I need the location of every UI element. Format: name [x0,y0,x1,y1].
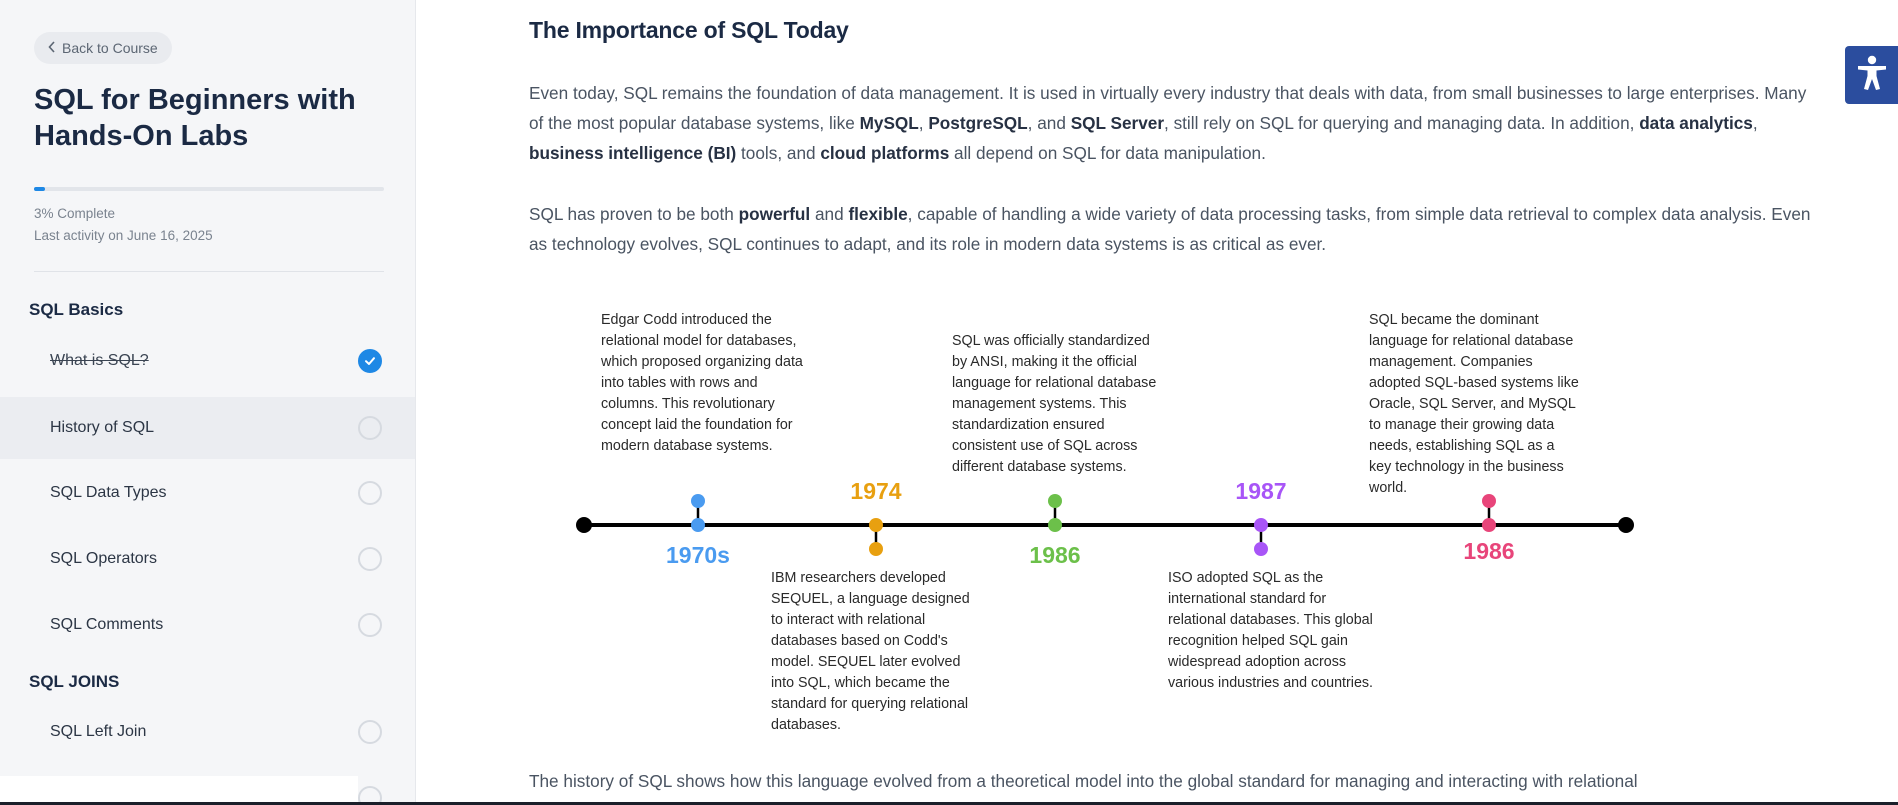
bold-term: SQL Server [1070,113,1165,133]
lesson-incomplete-circle-icon [358,786,382,805]
paragraph-importance: Even today, SQL remains the foundation o… [529,78,1825,168]
last-activity-text: Last activity on June 16, 2025 [34,228,213,243]
text-run: all depend on SQL for data manipulation. [949,143,1266,163]
text-run: , still rely on SQL for querying and man… [1164,113,1640,133]
lesson-history-of-sql[interactable]: History of SQL [0,397,415,459]
lesson-label: SQL Data Types [50,484,167,501]
lesson-label: History of SQL [50,419,155,436]
text-run: , [1752,113,1758,133]
bold-term: MySQL [859,113,919,133]
bold-term: PostgreSQL [928,113,1028,133]
lesson-incomplete-circle-icon [358,613,382,637]
paragraph-powerful-flexible: SQL has proven to be both powerful and f… [529,199,1825,259]
back-to-course-button[interactable]: Back to Course [34,32,172,64]
text-run: , [918,113,929,133]
text-run: and [810,204,849,224]
course-progress-fill [34,187,45,191]
lesson-incomplete-circle-icon [358,481,382,505]
lesson-sql-left-join[interactable]: SQL Left Join [0,701,415,763]
lesson-label: SQL Left Join [50,723,147,740]
course-progress-bar [34,187,384,191]
paragraph-history-summary: The history of SQL shows how this langua… [529,771,1638,791]
section-title-sql-basics: SQL Basics [29,300,124,319]
lesson-label: SQL Operators [50,550,158,567]
bold-term: flexible [848,204,908,224]
text-run: SQL has proven to be both [529,204,739,224]
bold-term: cloud platforms [820,143,950,163]
lesson-complete-check-icon [358,349,382,373]
accessibility-button[interactable] [1845,46,1898,104]
bold-term: business intelligence (BI) [529,143,737,163]
lesson-sql-operators[interactable]: SQL Operators [0,528,415,590]
lesson-incomplete-circle-icon [358,547,382,571]
lesson-content: The Importance of SQL Today Even today, … [417,0,1898,805]
lesson-sql-data-types[interactable]: SQL Data Types [0,462,415,524]
accessibility-icon [1855,54,1889,97]
lesson-label: What is SQL? [50,352,149,369]
bold-term: data analytics [1639,113,1753,133]
window-bottom-border [0,802,1898,805]
course-sidebar: Back to Course SQL for Beginners with Ha… [0,0,416,805]
course-title: SQL for Beginners with Hands-On Labs [34,84,356,152]
sidebar-divider [34,271,384,272]
bold-term: powerful [738,204,811,224]
progress-text: 3% Complete [34,206,116,221]
section-heading: The Importance of SQL Today [529,17,849,43]
text-run: , capable of handling a wide variety of … [529,204,1811,254]
lesson-incomplete-circle-icon [358,720,382,744]
section-title-sql-joins: SQL JOINS [29,672,120,691]
lesson-label: SQL Comments [50,616,164,633]
back-to-course-label: Back to Course [62,40,158,56]
lesson-sql-comments[interactable]: SQL Comments [0,594,415,656]
chevron-left-icon [48,40,56,56]
lesson-what-is-sql[interactable]: What is SQL? [0,330,415,392]
lesson-incomplete-circle-icon [358,416,382,440]
text-run: , and [1027,113,1071,133]
text-run: tools, and [736,143,821,163]
sidebar-scroll-fade [0,776,358,805]
text-run: Even today, SQL remains the foundation o… [529,83,1807,133]
